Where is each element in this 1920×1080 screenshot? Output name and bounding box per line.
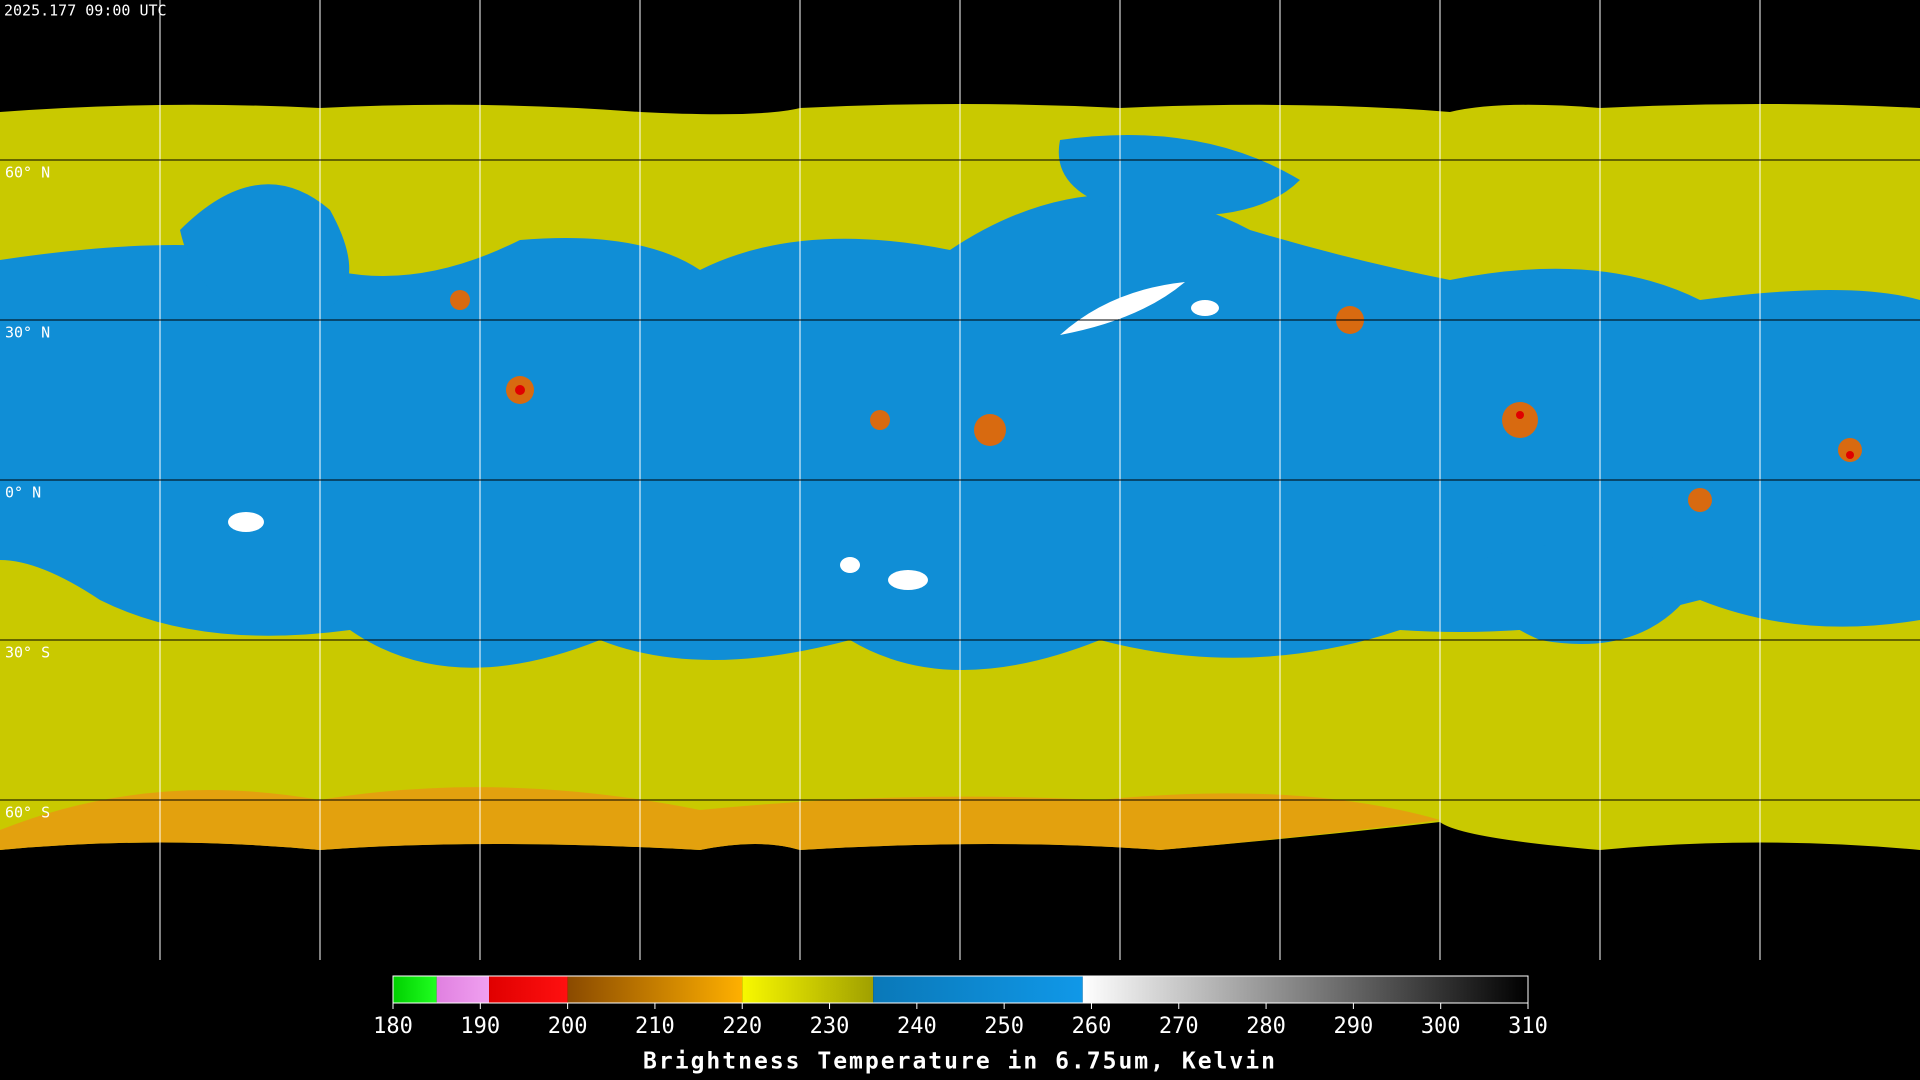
colorbar-tick-label: 220 bbox=[722, 1014, 762, 1039]
colorbar-tick-label: 310 bbox=[1508, 1014, 1548, 1039]
colorbar-tick-label: 280 bbox=[1246, 1014, 1286, 1039]
colorbar-segment bbox=[1082, 976, 1528, 1003]
colorbar-segment bbox=[393, 976, 437, 1003]
colorbar: 180 190 200 210 220 230 240 250 260 270 280 290 300 3… bbox=[373, 975, 1548, 1039]
timestamp: 2025.177 09:00 UTC bbox=[4, 2, 167, 20]
blue-region bbox=[180, 184, 350, 320]
colorbar-tick-label: 270 bbox=[1159, 1014, 1199, 1039]
colorbar-title: Brightness Temperature in 6.75um, Kelvin bbox=[643, 1049, 1277, 1075]
colorbar-tick-label: 300 bbox=[1421, 1014, 1461, 1039]
colorbar-tick-label: 260 bbox=[1072, 1014, 1112, 1039]
colorbar-segment bbox=[873, 976, 1083, 1003]
lat-label: 60° N bbox=[5, 164, 50, 182]
colorbar-tick-label: 250 bbox=[984, 1014, 1024, 1039]
cold-band bbox=[0, 787, 1440, 850]
colorbar-frame bbox=[392, 975, 1529, 1004]
deep-convection bbox=[515, 385, 1854, 459]
graticule bbox=[159, 0, 1761, 960]
colorbar-tick-label: 190 bbox=[460, 1014, 500, 1039]
colorbar-tick-label: 230 bbox=[810, 1014, 850, 1039]
colorbar-segment bbox=[489, 976, 568, 1003]
colorbar-tick-label: 240 bbox=[897, 1014, 937, 1039]
lat-label: 30° S bbox=[5, 644, 50, 662]
colorbar-tick-label: 200 bbox=[548, 1014, 588, 1039]
colorbar-segment bbox=[567, 976, 743, 1003]
lat-label: 60° S bbox=[5, 804, 50, 822]
blue-region bbox=[1478, 544, 1700, 644]
latitude-labels: 60° N 30° N 0° N 30° S 60° S bbox=[5, 164, 50, 822]
blue-region bbox=[1058, 135, 1300, 216]
lat-label: 0° N bbox=[5, 484, 41, 502]
colorbar-segment bbox=[742, 976, 874, 1003]
colorbar-tick-label: 210 bbox=[635, 1014, 675, 1039]
colorbar-segment bbox=[436, 976, 490, 1003]
colorbar-tick-label: 180 bbox=[373, 1014, 413, 1039]
warm-spots bbox=[228, 282, 1219, 590]
lat-label: 30° N bbox=[5, 324, 50, 342]
colorbar-tick-label: 290 bbox=[1334, 1014, 1374, 1039]
